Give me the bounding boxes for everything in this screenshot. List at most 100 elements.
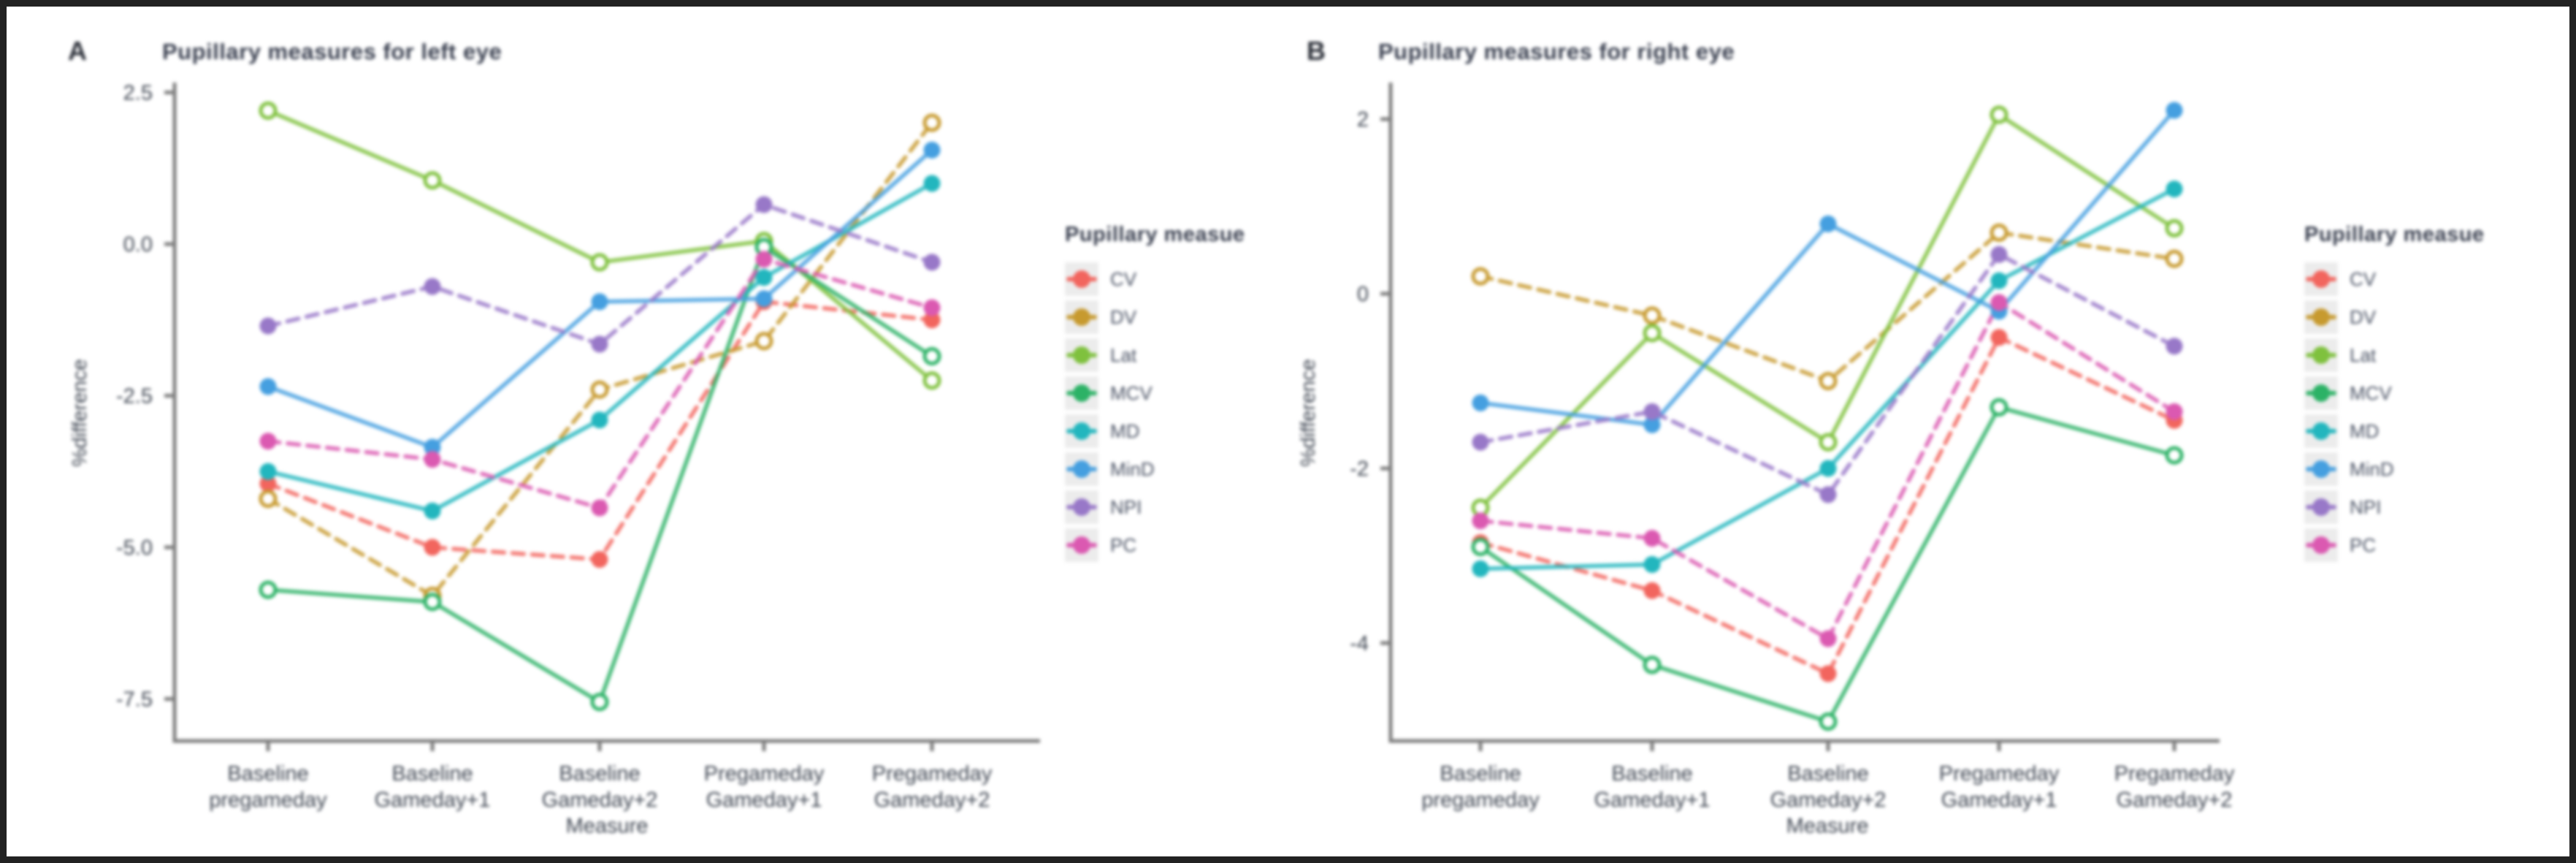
NPI-legend-key-icon <box>1065 490 1098 524</box>
DV-point <box>754 332 773 351</box>
MCV-legend-key-icon <box>2304 376 2338 410</box>
y-tick-label: -2.5 <box>116 385 153 408</box>
x-tick-label-line2: Gameday+1 <box>706 788 822 812</box>
MD-point <box>424 502 441 520</box>
CV-legend-key-icon <box>2304 262 2338 296</box>
MCV-point <box>1471 538 1490 557</box>
legend-item-label: NPI <box>2350 495 2382 518</box>
MinD-point <box>259 378 277 395</box>
MCV-legend-dot <box>2312 384 2330 402</box>
legend-item-label: MD <box>1110 419 1140 442</box>
MD-point <box>1990 272 2008 289</box>
NPI-point <box>424 278 441 295</box>
DV-point <box>590 380 609 399</box>
MinD-point <box>591 293 608 311</box>
CV-point <box>923 311 941 329</box>
figure-content: 2.5 0.0 -2.5 -5.0 -7.5 Baseline pregameday Base… <box>7 7 2569 856</box>
NPI-point <box>259 317 277 335</box>
PC-point <box>1819 630 1837 647</box>
x-tick-label-line2: Gameday+2 <box>1770 788 1887 812</box>
DV-point <box>2165 249 2184 268</box>
PC-point <box>1472 512 1489 530</box>
DV-point <box>922 113 941 132</box>
MD-point <box>1472 560 1489 577</box>
MCV-point <box>423 593 442 612</box>
panel-b-label: B <box>1307 36 1326 66</box>
NPI-point <box>1819 486 1837 503</box>
MD-legend-dot <box>2312 422 2330 440</box>
legend-item-MinD: MinD <box>2304 450 2545 488</box>
CV-point <box>424 539 441 556</box>
legend-item-DV: DV <box>1065 298 1306 336</box>
y-tick-label: -2 <box>1350 457 1369 481</box>
MinD-point <box>923 141 941 159</box>
series-line-NPI <box>266 202 934 346</box>
MD-legend-key-icon <box>2304 414 2338 448</box>
x-tick-label-line1: Baseline <box>391 762 473 786</box>
legend-item-MCV: MCV <box>1065 374 1306 412</box>
legend-item-MD: MD <box>1065 412 1306 450</box>
NPI-legend-dot <box>2312 498 2330 516</box>
axis-line <box>172 83 1040 743</box>
series-line-MCV <box>266 245 934 704</box>
y-tick-label: 2 <box>1357 108 1369 132</box>
panel-b-plot: 20-2-4BaselinepregamedayBaselineGameday+… <box>1350 83 2235 812</box>
y-tick-label: 0 <box>1357 283 1369 306</box>
MCV-point <box>1819 712 1838 731</box>
MinD-point <box>1643 416 1661 433</box>
panel-b-legend: Pupillary measue CV DV Lat MCV MD MinD NPI PC <box>2304 223 2545 564</box>
legend-item-DV: DV <box>2304 298 2545 336</box>
NPI-point <box>1643 403 1661 420</box>
legend-item-CV: CV <box>1065 260 1306 298</box>
legend-item-MD: MD <box>2304 412 2545 450</box>
panel-a-title: Pupillary measures for left eye <box>162 39 502 64</box>
legend-item-label: CV <box>2350 267 2377 290</box>
PC-legend-key-icon <box>1065 528 1098 562</box>
MinD-point <box>1472 394 1489 411</box>
legend-item-label: MinD <box>2350 457 2394 480</box>
Lat-point <box>922 371 941 390</box>
NPI-legend-dot <box>1073 498 1090 516</box>
panel-b-legend-items: CV DV Lat MCV MD MinD NPI PC <box>2304 260 2545 564</box>
PC-point <box>755 251 773 268</box>
CV-point <box>259 475 277 493</box>
panel-a-legend-items: CV DV Lat MCV MD MinD NPI PC <box>1065 260 1306 564</box>
NPI-point <box>923 254 941 271</box>
MD-point <box>259 463 277 480</box>
legend-item-label: NPI <box>1110 495 1142 518</box>
panel-a-x-axis-title: Measure <box>565 814 649 838</box>
MinD-point <box>1819 215 1837 232</box>
DV-point <box>1990 223 2009 242</box>
MD-point <box>591 411 608 429</box>
x-tick-label-line1: Baseline <box>1611 762 1692 786</box>
Lat-point <box>590 253 609 272</box>
panel-a-label: A <box>68 36 87 66</box>
legend-item-PC: PC <box>2304 526 2545 564</box>
panel-a-y-axis-label: %difference <box>68 359 91 467</box>
MD-point <box>755 269 773 286</box>
PC-point <box>1990 294 2008 311</box>
PC-point <box>1643 530 1661 547</box>
DV-point <box>1643 306 1662 325</box>
Lat-point <box>2165 218 2184 237</box>
Lat-legend-key-icon <box>1065 338 1098 372</box>
DV-point <box>1471 267 1490 286</box>
MinD-legend-key-icon <box>1065 452 1098 486</box>
MD-point <box>1643 555 1661 573</box>
PC-point <box>424 451 441 468</box>
axis-line <box>1388 83 2220 743</box>
legend-item-PC: PC <box>1065 526 1306 564</box>
MCV-point <box>590 693 609 712</box>
NPI-point <box>1990 246 2008 263</box>
CV-point <box>1819 665 1837 683</box>
legend-item-NPI: NPI <box>2304 488 2545 526</box>
panel-a-legend-title: Pupillary measue <box>1065 223 1245 246</box>
PC-legend-key-icon <box>2304 528 2338 562</box>
Lat-legend-dot <box>2312 346 2330 364</box>
CV-point <box>1643 582 1661 599</box>
x-tick-label-line1: Pregameday <box>872 762 993 786</box>
legend-item-MCV: MCV <box>2304 374 2545 412</box>
MD-point <box>1819 460 1837 477</box>
MinD-point <box>755 290 773 308</box>
